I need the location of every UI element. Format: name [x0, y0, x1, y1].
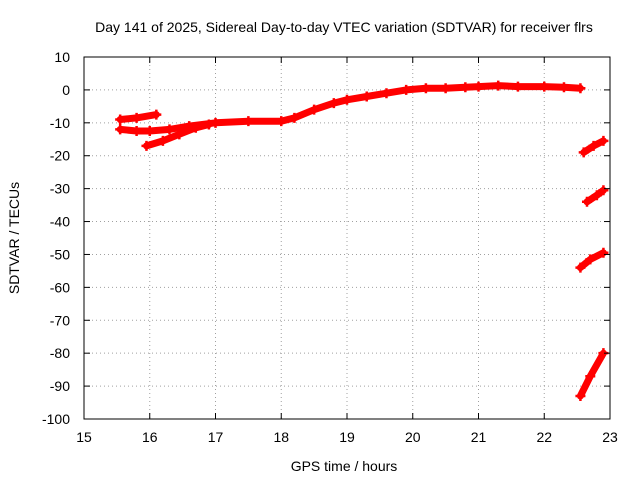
chart-title: Day 141 of 2025, Sidereal Day-to-day VTE… [95, 19, 593, 35]
data-point [157, 135, 168, 146]
y-axis-label: SDTVAR / TECUs [6, 182, 22, 294]
data-point [328, 98, 339, 109]
data-point [420, 83, 431, 94]
data-point [361, 91, 372, 102]
data-point [151, 109, 162, 120]
y-tick-label: -50 [50, 246, 70, 262]
x-tick-label: 22 [536, 429, 552, 445]
x-axis-label: GPS time / hours [291, 458, 398, 474]
x-tick-label: 21 [471, 429, 487, 445]
x-tick-label: 23 [602, 429, 618, 445]
x-tick-label: 20 [405, 429, 421, 445]
data-point [493, 80, 504, 91]
data-point [591, 190, 602, 201]
data-point [164, 124, 175, 135]
y-tick-label: -70 [50, 312, 70, 328]
x-tick-label: 16 [142, 429, 158, 445]
data-point [581, 196, 592, 207]
y-tick-label: -40 [50, 214, 70, 230]
data-point [276, 116, 287, 127]
data-point [401, 84, 412, 95]
data-point [131, 112, 142, 123]
series-layer [115, 80, 609, 401]
data-point [473, 81, 484, 92]
y-tick-label: 10 [54, 49, 70, 65]
data-point [115, 124, 126, 135]
data-point [575, 83, 586, 94]
x-tick-label: 17 [208, 429, 224, 445]
data-point [115, 114, 126, 125]
y-tick-label: -90 [50, 378, 70, 394]
data-point [578, 147, 589, 158]
data-point [598, 135, 609, 146]
data-point [381, 88, 392, 99]
data-point [575, 390, 586, 401]
y-tick-label: -20 [50, 148, 70, 164]
x-tick-label: 18 [273, 429, 289, 445]
data-point [174, 129, 185, 140]
y-tick-label: -80 [50, 345, 70, 361]
y-tick-label: -10 [50, 115, 70, 131]
data-point [203, 119, 214, 130]
x-tick-label: 15 [76, 429, 92, 445]
data-point [558, 82, 569, 93]
y-tick-label: 0 [62, 82, 70, 98]
data-point [539, 81, 550, 92]
x-tick-label: 19 [339, 429, 355, 445]
data-point [144, 126, 155, 137]
tick-layer: 15 16 17 18 19 20 21 22 23 10 0 -10 -20 -30 -40 -50 -60 -… [42, 49, 618, 445]
y-tick-label: -60 [50, 279, 70, 295]
data-point [588, 140, 599, 151]
data-point [460, 82, 471, 93]
y-tick-label: -30 [50, 181, 70, 197]
data-point [512, 81, 523, 92]
data-point [190, 122, 201, 133]
data-point [243, 116, 254, 127]
data-point [598, 185, 609, 196]
data-point [210, 117, 221, 128]
data-point [289, 112, 300, 123]
series-late-arc-4 [576, 349, 607, 400]
data-point [585, 254, 596, 265]
data-point [585, 371, 596, 382]
data-point [598, 247, 609, 258]
data-point [141, 140, 152, 151]
y-tick-label: -100 [42, 411, 70, 427]
data-point [440, 83, 451, 94]
data-point [342, 94, 352, 105]
data-point [309, 104, 320, 115]
grid [84, 57, 610, 419]
data-point [575, 262, 586, 273]
data-point [131, 126, 142, 137]
